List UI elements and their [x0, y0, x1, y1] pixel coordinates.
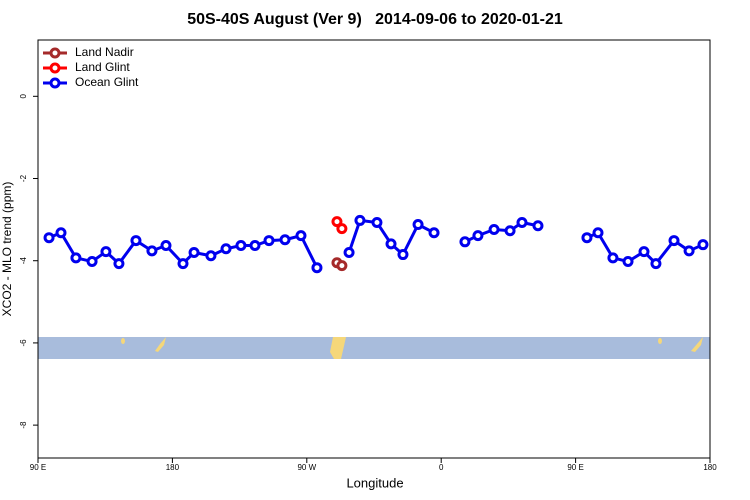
land	[691, 337, 703, 352]
point	[295, 230, 307, 242]
y-tick-label: -6	[19, 339, 28, 347]
land	[155, 337, 166, 352]
legend-label: Ocean Glint	[75, 75, 139, 89]
point	[70, 252, 82, 264]
x-tick-label: 180	[703, 463, 717, 472]
point	[697, 239, 709, 251]
point	[504, 225, 516, 237]
point	[532, 220, 544, 232]
y-tick-label: 0	[19, 94, 28, 99]
point	[43, 232, 55, 244]
point	[397, 249, 409, 261]
point	[311, 262, 323, 274]
point	[459, 236, 471, 248]
point	[668, 235, 680, 247]
point	[371, 216, 383, 228]
point	[331, 216, 343, 228]
point	[86, 256, 98, 268]
legend-label: Land Glint	[75, 60, 130, 74]
point	[385, 238, 397, 250]
legend-label: Land Nadir	[75, 45, 134, 59]
plot-frame	[37, 39, 711, 459]
legend-marker	[49, 77, 61, 89]
point	[592, 227, 604, 239]
legend-marker	[49, 62, 61, 74]
y-axis-label: XCO2 - MLO trend (ppm)	[0, 182, 14, 317]
legend-marker	[49, 47, 61, 59]
point	[249, 240, 261, 252]
point	[412, 219, 424, 231]
y-tick-label: -4	[19, 257, 28, 265]
point	[146, 245, 158, 257]
land	[658, 338, 662, 344]
x-tick-label: 0	[439, 463, 444, 472]
point	[336, 223, 348, 235]
point	[516, 216, 528, 228]
point	[55, 227, 67, 239]
point	[650, 258, 662, 270]
x-tick-label: 90 E	[567, 463, 583, 472]
point	[263, 235, 275, 247]
point	[113, 258, 125, 270]
point	[354, 214, 366, 226]
point	[279, 234, 291, 246]
point	[160, 240, 172, 252]
point	[130, 235, 142, 247]
x-tick-label: 90 W	[297, 463, 316, 472]
x-tick-label: 90 E	[30, 463, 46, 472]
chart-title: 50S-40S August (Ver 9) 2014-09-06 to 202…	[187, 11, 563, 28]
point	[177, 258, 189, 270]
map-strip	[38, 337, 710, 359]
point	[205, 250, 217, 262]
land	[330, 337, 346, 359]
point	[220, 243, 232, 255]
point	[472, 230, 484, 242]
y-tick-label: -2	[19, 174, 28, 182]
land	[121, 338, 125, 344]
point	[343, 246, 355, 258]
y-tick-label: -8	[19, 421, 28, 429]
point	[428, 227, 440, 239]
point	[188, 246, 200, 258]
point	[581, 232, 593, 244]
point	[622, 256, 634, 268]
point	[336, 260, 348, 272]
point	[607, 252, 619, 264]
x-axis-label: Longitude	[346, 475, 403, 490]
ocean-band	[38, 337, 710, 359]
point	[638, 246, 650, 258]
point	[683, 245, 695, 257]
x-tick-label: 180	[166, 463, 180, 472]
point	[100, 246, 112, 258]
point	[488, 223, 500, 235]
point	[235, 240, 247, 252]
